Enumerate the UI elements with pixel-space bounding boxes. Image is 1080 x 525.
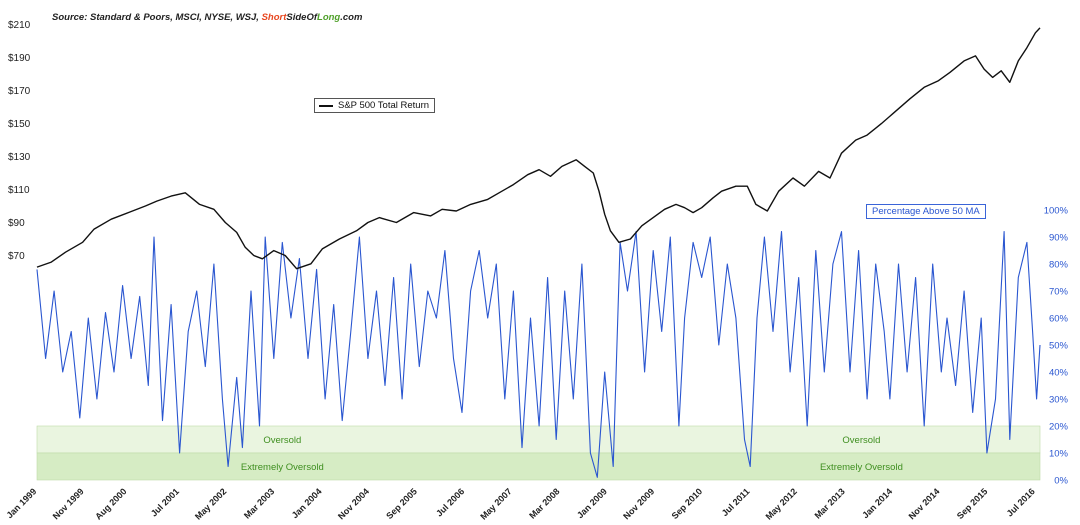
y-tick-label-left: $70 — [8, 251, 25, 262]
source-note: Source: Standard & Poors, MSCI, NYSE, WS… — [52, 12, 362, 23]
y-tick-label-right: 60% — [1049, 314, 1069, 325]
x-tick-label: Nov 2004 — [336, 486, 371, 521]
legend-label-breadth: Percentage Above 50 MA — [872, 206, 980, 217]
x-tick-label: May 2007 — [478, 486, 513, 521]
y-tick-label-left: $210 — [8, 20, 31, 31]
band-labels: Oversold Oversold Extremely Oversold Extrem… — [241, 435, 903, 473]
y-tick-label-left: $170 — [8, 86, 31, 97]
x-tick-label: Jul 2001 — [149, 486, 181, 518]
band-label: Extremely Oversold — [820, 462, 903, 473]
x-tick-label: Jul 2011 — [720, 486, 752, 518]
x-tick-label: May 2002 — [193, 486, 228, 521]
percentage-above-50ma-line — [36, 231, 1041, 478]
legend-breadth: Percentage Above 50 MA — [866, 204, 986, 219]
y-tick-label-right: 40% — [1049, 368, 1069, 379]
y-tick-label-right: 90% — [1049, 233, 1069, 244]
band-label: Extremely Oversold — [241, 462, 324, 473]
source-brand-long: Long — [317, 12, 341, 23]
y-tick-label-right: 30% — [1049, 395, 1069, 406]
x-tick-label: Mar 2003 — [242, 486, 276, 520]
x-axis: Jan 1999 Nov 1999 Aug 2000 Jul 2001 May 2002… — [4, 486, 1036, 521]
source-brand-suffix: .com — [340, 12, 363, 23]
x-tick-label: Jan 1999 — [4, 486, 38, 520]
source-brand-short: Short — [261, 12, 287, 23]
x-tick-label: Nov 2009 — [621, 486, 656, 521]
x-tick-label: Jan 2009 — [575, 486, 609, 520]
band-extremely-oversold — [36, 452, 1041, 481]
x-tick-label: Sep 2005 — [384, 486, 419, 521]
y-tick-label-left: $130 — [8, 152, 31, 163]
band-oversold — [36, 425, 1041, 454]
x-tick-label: Jul 2016 — [1005, 486, 1037, 518]
band-label: Oversold — [263, 435, 301, 446]
x-tick-label: Jul 2006 — [434, 486, 466, 518]
x-tick-label: Nov 2014 — [907, 486, 942, 521]
x-tick-label: May 2012 — [764, 486, 799, 521]
series-lines — [36, 27, 1041, 478]
y-tick-label-right: 20% — [1049, 422, 1069, 433]
legend-swatch-sp500 — [319, 104, 333, 107]
source-brand-side: SideOf — [286, 12, 318, 23]
y-tick-label-right: 100% — [1044, 206, 1069, 217]
x-tick-label: Sep 2010 — [670, 486, 705, 521]
y-tick-label-right: 10% — [1049, 449, 1069, 460]
y-tick-label-left: $150 — [8, 119, 31, 130]
y-tick-label-left: $90 — [8, 218, 25, 229]
x-tick-label: Aug 2000 — [93, 486, 128, 521]
y-tick-label-left: $190 — [8, 53, 31, 64]
x-tick-label: Jan 2014 — [860, 486, 894, 520]
x-tick-label: Nov 1999 — [51, 486, 86, 521]
threshold-bands — [36, 425, 1041, 481]
legend-sp500: S&P 500 Total Return — [314, 98, 436, 113]
y-tick-label-right: 70% — [1049, 287, 1069, 298]
y-tick-label-right: 50% — [1049, 341, 1069, 352]
y-tick-label-right: 0% — [1054, 476, 1068, 487]
sp500-total-return-line — [36, 27, 1041, 270]
y-tick-label-right: 80% — [1049, 260, 1069, 271]
y-tick-label-left: $110 — [8, 185, 30, 196]
y-axis-right: 0% 10% 20% 30% 40% 50% 60% 70% 80% 90% 100% — [1044, 206, 1069, 487]
x-tick-label: Sep 2015 — [955, 486, 990, 521]
y-axis-left: $70 $90 $110 $130 $150 $170 $190 $210 — [8, 20, 31, 262]
source-prefix: Source: Standard & Poors, MSCI, NYSE, WS… — [52, 12, 262, 23]
x-tick-label: Mar 2013 — [813, 486, 847, 520]
band-label: Oversold — [842, 435, 880, 446]
x-tick-label: Mar 2008 — [527, 486, 561, 520]
x-tick-label: Jan 2004 — [290, 486, 324, 520]
legend-label-sp500: S&P 500 Total Return — [338, 100, 430, 111]
